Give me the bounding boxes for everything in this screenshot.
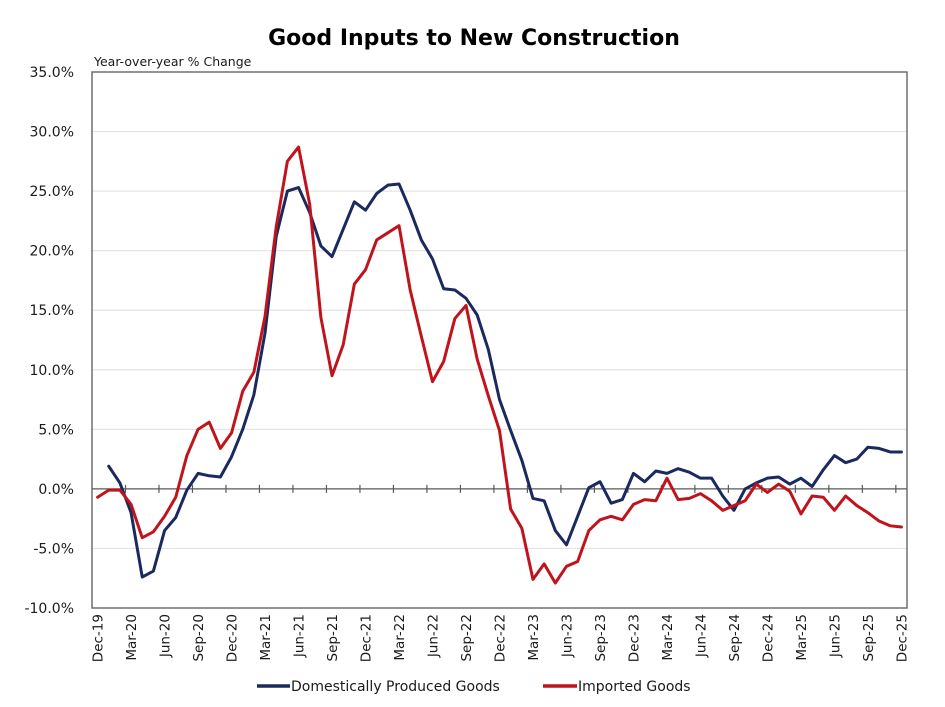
x-tick-label: Dec-19 <box>91 614 107 662</box>
gridlines <box>92 130 907 550</box>
y-tick-label: 35.0% <box>30 65 74 81</box>
y-tick-label: 30.0% <box>30 125 74 141</box>
x-tick-label: Mar-25 <box>794 614 810 661</box>
x-tick-label: Sep-25 <box>861 614 877 662</box>
series-line-domestically-produced-goods <box>107 182 903 579</box>
x-tick-label: Mar-21 <box>258 614 274 661</box>
x-tick-label: Sep-20 <box>191 614 207 662</box>
y-tick-label: 20.0% <box>30 244 74 260</box>
x-tick-label: Jun-21 <box>292 614 308 658</box>
y-tick-label: 0.0% <box>38 482 74 498</box>
x-axis-tick-labels: Dec-19 Mar-20 Jun-20 Sep-20 Dec-20 Mar-21 Jun-… <box>91 614 911 662</box>
series-lines <box>96 145 903 585</box>
x-tick-label: Jun-23 <box>559 614 575 658</box>
y-tick-label: -10.0% <box>24 601 74 617</box>
x-tick-label: Jun-20 <box>158 614 174 658</box>
x-tick-label: Dec-24 <box>760 614 776 662</box>
x-tick-label: Mar-24 <box>660 614 676 661</box>
y-axis-tick-labels: -10.0% -5.0% 0.0% 5.0% 10.0% 15.0% 20.0% 25.0% 3… <box>24 65 74 617</box>
y-tick-label: 10.0% <box>30 363 74 379</box>
y-tick-label: 25.0% <box>30 184 74 200</box>
chart-title: Good Inputs to New Construction <box>268 26 680 51</box>
series-line-imported-goods <box>96 145 903 585</box>
y-tick-label: 15.0% <box>30 303 74 319</box>
legend-label-imported: Imported Goods <box>578 679 691 695</box>
x-tick-label: Sep-22 <box>459 614 475 662</box>
plot-area-frame <box>91 71 908 609</box>
x-tick-label: Sep-24 <box>727 614 743 662</box>
x-tick-label: Dec-20 <box>225 614 241 662</box>
x-tick-label: Jun-22 <box>426 614 442 658</box>
x-tick-label: Dec-25 <box>894 614 910 662</box>
x-tick-label: Dec-22 <box>493 614 509 662</box>
legend-item-imported: Imported Goods <box>543 679 691 695</box>
x-tick-label: Dec-21 <box>359 614 375 662</box>
legend-item-domestic: Domestically Produced Goods <box>257 679 500 695</box>
x-tick-label: Sep-23 <box>593 614 609 662</box>
y-tick-label: 5.0% <box>38 422 74 438</box>
legend: Domestically Produced Goods Imported Goo… <box>257 679 691 695</box>
x-tick-label: Mar-23 <box>526 614 542 661</box>
x-tick-label: Mar-22 <box>392 614 408 661</box>
y-axis-label: Year-over-year % Change <box>93 54 252 69</box>
x-tick-label: Jun-24 <box>693 614 709 658</box>
x-tick-label: Sep-21 <box>325 614 341 662</box>
x-tick-label: Dec-23 <box>626 614 642 662</box>
y-tick-label: -5.0% <box>33 541 74 557</box>
x-tick-label: Mar-20 <box>124 614 140 661</box>
x-tick-label: Jun-25 <box>827 614 843 658</box>
legend-label-domestic: Domestically Produced Goods <box>291 679 500 695</box>
